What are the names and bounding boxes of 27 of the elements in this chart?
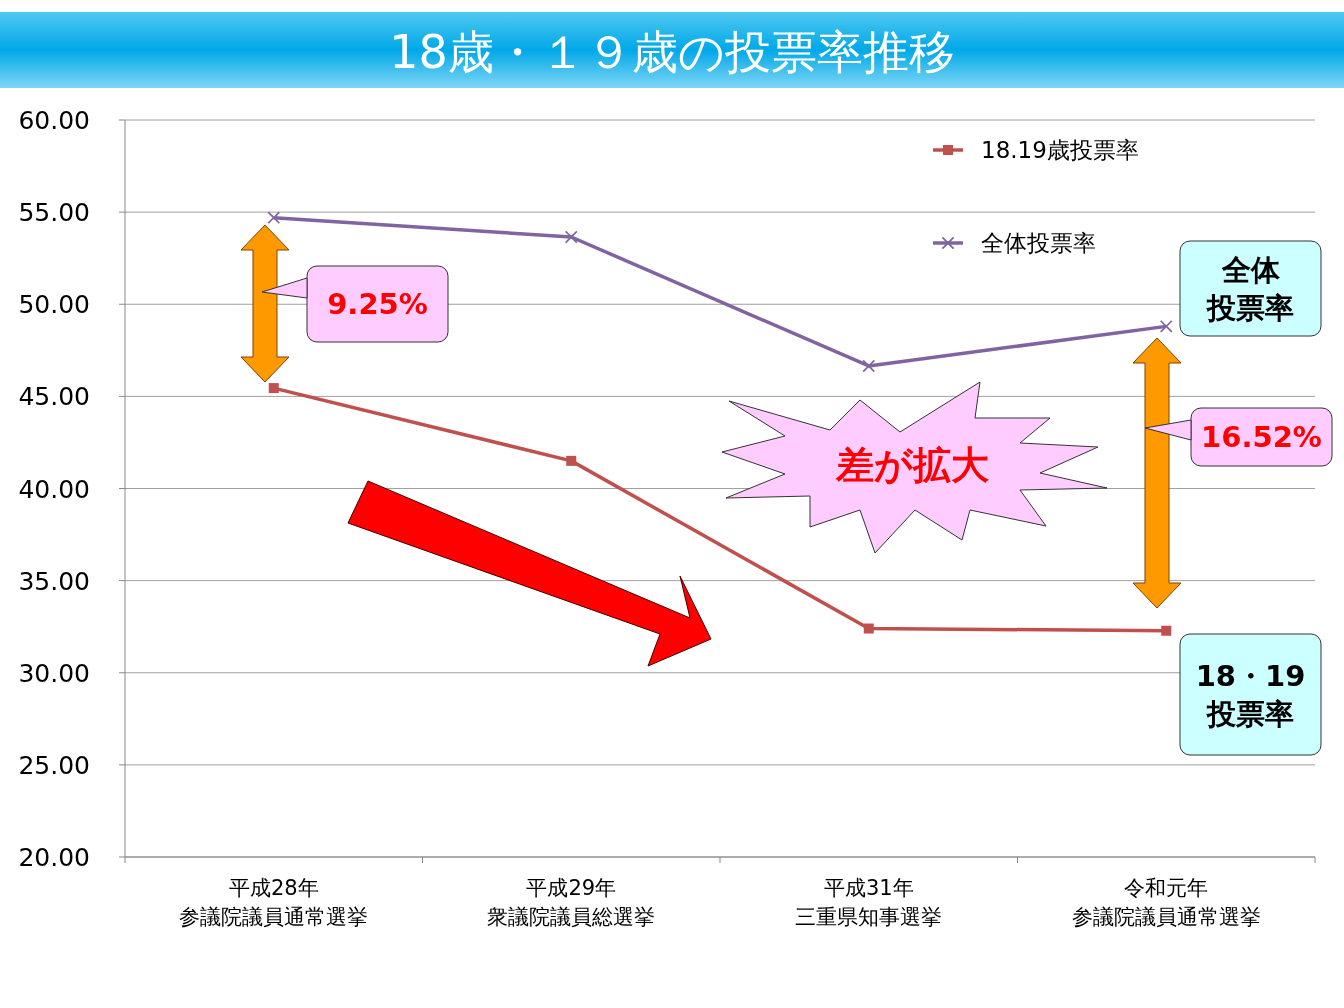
point — [566, 455, 577, 466]
y-tick-label: 30.00 — [18, 658, 90, 688]
x-tick-label: 平成31年三重県知事選挙 — [795, 876, 943, 929]
annotation: 18・19投票率 — [1195, 658, 1306, 731]
y-tick-label: 55.00 — [18, 198, 90, 228]
legend-label: 18.19歳投票率 — [981, 137, 1139, 163]
y-tick-label: 50.00 — [18, 290, 90, 320]
y-tick-label: 40.00 — [18, 474, 90, 504]
x-tick-label: 平成28年参議院議員通常選挙 — [179, 876, 369, 929]
chart-title: 18歳・１９歳の投票率推移 — [389, 25, 955, 79]
y-tick-label: 60.00 — [18, 106, 90, 135]
y-tick-label: 20.00 — [18, 843, 90, 872]
annotation: 16.52% — [1201, 420, 1322, 455]
y-tick-label: 35.00 — [18, 566, 90, 596]
point — [267, 211, 280, 224]
point — [863, 623, 874, 634]
y-tick-label: 45.00 — [18, 382, 90, 412]
x-tick-label: 平成29年衆議院議員総選挙 — [487, 876, 656, 929]
point — [1161, 625, 1172, 636]
x-tick-label: 令和元年参議院議員通常選挙 — [1071, 876, 1261, 929]
annotation: 差が拡大 — [834, 443, 989, 487]
point — [268, 383, 279, 394]
y-tick-label: 25.00 — [18, 750, 90, 780]
point — [1160, 320, 1173, 333]
annotation: 全体投票率 — [1206, 252, 1294, 325]
annotation: 9.25% — [327, 287, 428, 322]
legend-label: 全体投票率 — [981, 230, 1096, 256]
